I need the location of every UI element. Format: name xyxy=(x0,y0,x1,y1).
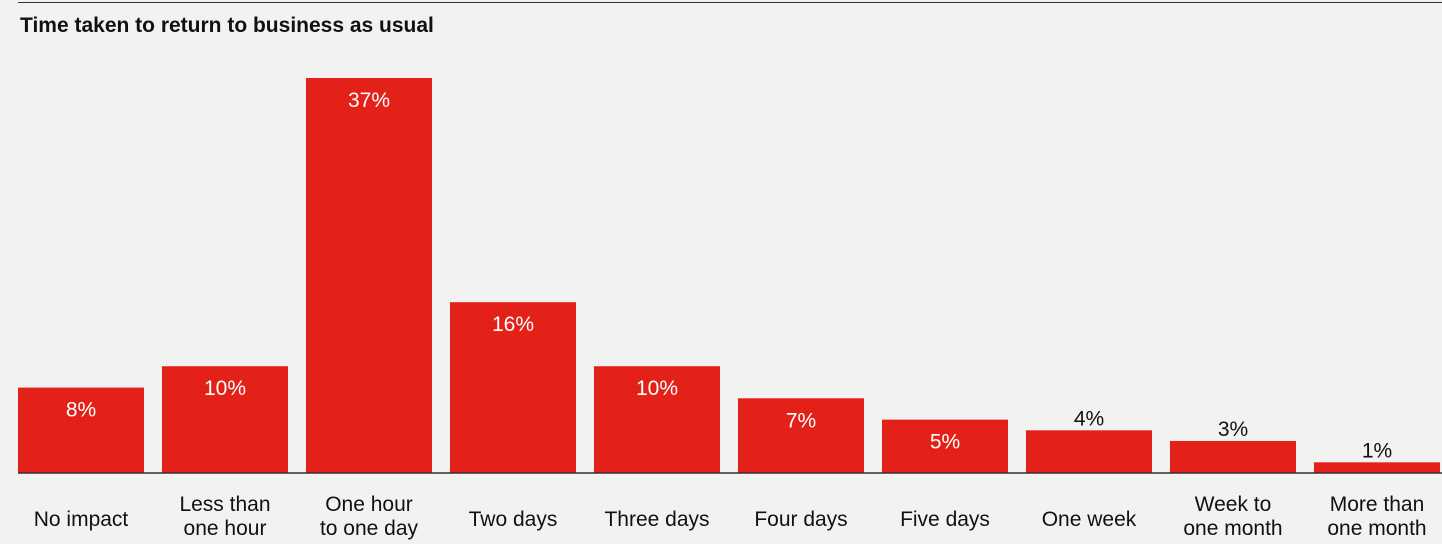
bar xyxy=(162,366,288,473)
bar xyxy=(1026,430,1152,473)
bar-value-label: 8% xyxy=(66,399,96,422)
category-label: One hour to one day xyxy=(320,493,419,540)
bar-value-label: 7% xyxy=(786,409,816,432)
bar xyxy=(738,398,864,473)
bar xyxy=(882,419,1008,473)
bar-value-label: 5% xyxy=(930,431,960,454)
bar-value-label: 37% xyxy=(348,89,390,112)
bar xyxy=(594,366,720,473)
bar-value-label: 10% xyxy=(636,377,678,400)
top-rule xyxy=(18,2,1442,3)
category-label: Three days xyxy=(604,508,709,531)
category-label: One week xyxy=(1042,508,1137,531)
bar xyxy=(450,302,576,473)
category-label: Five days xyxy=(900,508,990,531)
bar xyxy=(1314,462,1440,473)
bar-value-label: 16% xyxy=(492,313,534,336)
category-label: Two days xyxy=(469,508,558,531)
category-label: Four days xyxy=(754,508,847,531)
bars-group: 8% 10% 37% 16% 10% 7% 5% 4% 3% 1% xyxy=(18,78,1440,473)
bar xyxy=(1170,440,1296,473)
category-label: Week to one month xyxy=(1183,493,1282,540)
bar-value-label: 10% xyxy=(204,377,246,400)
chart-title: Time taken to return to business as usua… xyxy=(20,14,434,37)
bar-value-label: 3% xyxy=(1218,418,1248,441)
bar xyxy=(306,78,432,473)
bar-value-label: 1% xyxy=(1362,439,1392,462)
category-label: No impact xyxy=(34,508,129,531)
category-labels-group: No impact Less than one hour One hour to one… xyxy=(34,493,1427,540)
category-label: More than one month xyxy=(1327,493,1426,540)
bar xyxy=(18,387,144,473)
category-label: Less than one hour xyxy=(179,493,270,540)
bar-value-label: 4% xyxy=(1074,407,1104,430)
